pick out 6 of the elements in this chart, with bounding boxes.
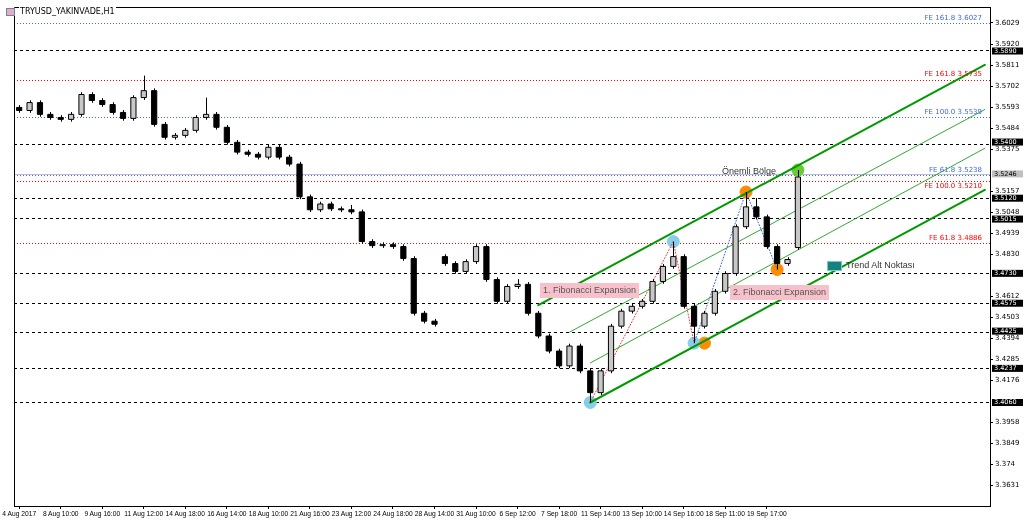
annotation: 1. Fibonacci Expansion	[540, 283, 640, 298]
annotation: Önemli Bölge	[721, 166, 776, 177]
chart-title: TRYUSD_YAKINVADE,H1	[19, 7, 116, 17]
annotation: Trend Alt Noktası	[846, 260, 915, 271]
candlestick	[78, 91, 85, 118]
annotation: 2. Fibonacci Expansion	[730, 285, 830, 300]
